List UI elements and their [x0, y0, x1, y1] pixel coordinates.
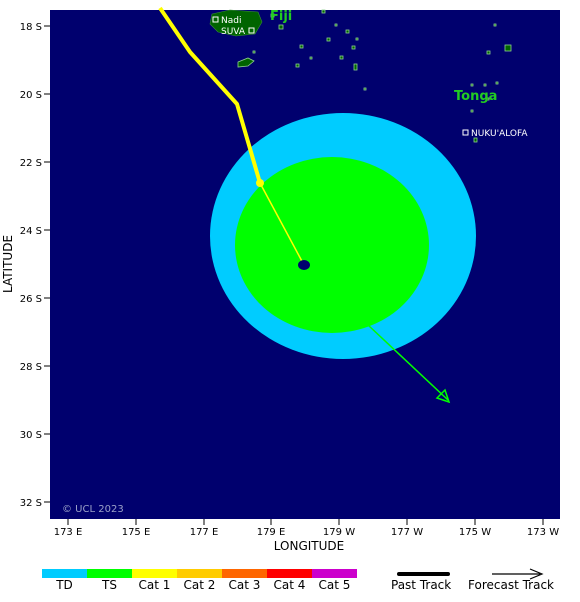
storm-force-zone: [235, 157, 429, 333]
legend-label-cat5: Cat 5: [318, 578, 351, 592]
nukualofa-marker: [462, 129, 469, 136]
y-tick-label: 22 S: [20, 158, 42, 169]
legend-label-cat2: Cat 2: [183, 578, 216, 592]
y-tick-label: 24 S: [20, 226, 42, 237]
tonga-islands: [470, 23, 512, 143]
legend-swatch-cat1: [132, 569, 177, 578]
x-axis-title: LONGITUDE: [274, 539, 344, 553]
legend-swatch-cat3: [222, 569, 267, 578]
x-tick-label: 173 W: [527, 527, 559, 538]
y-tick-label: 30 S: [20, 430, 42, 441]
legend-swatch-ts: [87, 569, 132, 578]
current-position-marker: [298, 260, 310, 270]
legend-swatch-td: [42, 569, 87, 578]
region-label-tonga: Tonga: [454, 89, 497, 104]
region-label-fiji: Fiji: [270, 9, 292, 24]
x-tick-label: 173 E: [54, 527, 83, 538]
x-tick-label: 177 E: [190, 527, 219, 538]
legend-label-cat4: Cat 4: [273, 578, 306, 592]
forecast-track-key-arrowhead: [529, 568, 544, 580]
y-axis-title: LATITUDE: [1, 235, 15, 293]
x-tick-label: 177 W: [391, 527, 423, 538]
legend-swatch-cat4: [267, 569, 312, 578]
y-tick-label: 26 S: [20, 294, 42, 305]
forecast-arrowhead: [435, 388, 451, 404]
x-tick-label: 179 E: [257, 527, 286, 538]
legend-label-cat1: Cat 1: [138, 578, 171, 592]
x-tick-label: 175 W: [459, 527, 491, 538]
past-track-line: [158, 6, 262, 184]
x-axis: 173 E 175 E 177 E 179 E 179 W 177 W 175 …: [54, 519, 559, 538]
legend-label-cat3: Cat 3: [228, 578, 261, 592]
place-label-nadi: Nadi: [221, 16, 241, 26]
nadi-marker: [212, 16, 219, 23]
y-tick-label: 28 S: [20, 362, 42, 373]
place-label-nukualofa: NUKU'ALOFA: [471, 129, 528, 139]
suva-marker: [248, 27, 255, 34]
legend-label-ts: TS: [102, 578, 117, 592]
y-tick-label: 32 S: [20, 498, 42, 509]
forecast-track-segment-1: [259, 182, 305, 266]
legend-swatch-cat2: [177, 569, 222, 578]
copyright-text: © UCL 2023: [62, 504, 124, 515]
legend-label-td: TD: [56, 578, 73, 592]
forecast-track-key-label: Forecast Track: [468, 578, 554, 592]
y-axis: 18 S 20 S 22 S 24 S 26 S 28 S 30 S 32 S: [20, 22, 50, 509]
intensity-color-bar: [42, 569, 357, 578]
y-tick-label: 20 S: [20, 90, 42, 101]
past-track-key-label: Past Track: [391, 578, 452, 592]
y-tick-label: 18 S: [20, 22, 42, 33]
legend-swatch-cat5: [312, 569, 357, 578]
x-tick-label: 175 E: [122, 527, 151, 538]
x-tick-label: 179 W: [323, 527, 355, 538]
place-label-suva: SUVA: [221, 27, 246, 37]
forecast-track-segment-2: [303, 264, 449, 401]
